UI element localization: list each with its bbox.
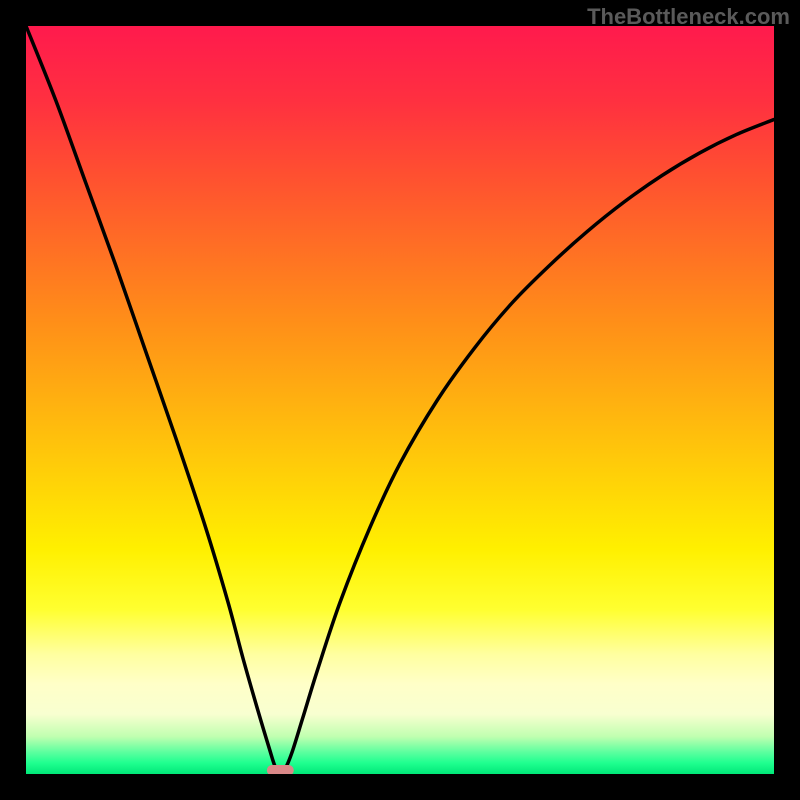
plot-area: [26, 26, 774, 774]
watermark-text: TheBottleneck.com: [587, 4, 790, 30]
chart-container: TheBottleneck.com: [0, 0, 800, 800]
gradient-background: [26, 26, 774, 774]
optimal-point-marker: [267, 765, 294, 774]
